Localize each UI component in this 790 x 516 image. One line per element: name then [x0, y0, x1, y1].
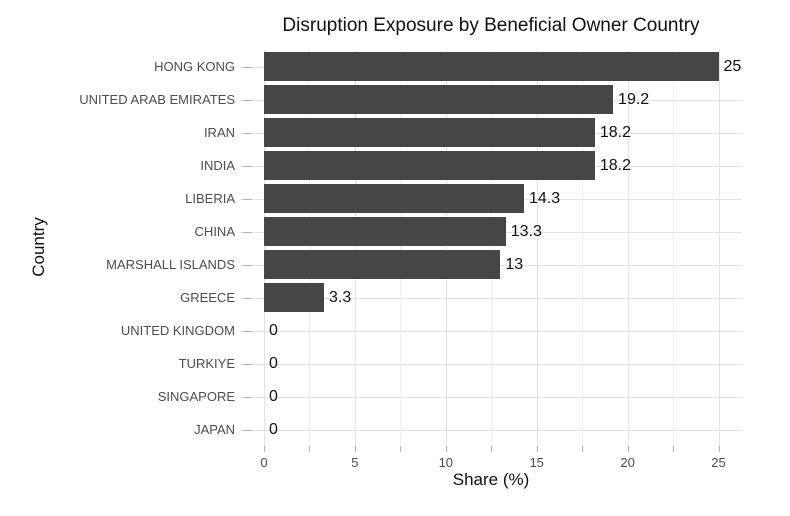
y-axis-tick: [243, 396, 252, 398]
y-axis-label: JAPAN: [194, 421, 235, 437]
gridline-vertical-minor: [491, 50, 493, 446]
y-axis-label: GREECE: [180, 289, 235, 305]
bar: [264, 151, 595, 180]
x-axis-tick-label: 5: [351, 455, 359, 470]
bar-value-label: 0: [269, 420, 278, 438]
x-axis-tick: [400, 446, 402, 452]
y-axis-tick: [243, 165, 252, 167]
gridline-vertical-minor: [673, 50, 675, 446]
bar-value-label: 0: [269, 321, 278, 339]
y-axis-tick: [243, 429, 252, 431]
bar: [264, 118, 595, 147]
y-axis-label: LIBERIA: [185, 190, 235, 206]
y-axis-tick: [243, 330, 252, 332]
x-axis-tick-label: 0: [260, 455, 268, 470]
gridline-horizontal: [240, 396, 742, 398]
x-axis-tick: [354, 446, 356, 452]
x-axis-tick: [673, 446, 675, 452]
bar-value-label: 0: [269, 354, 278, 372]
y-axis-tick: [243, 363, 252, 365]
x-axis-tick: [536, 446, 538, 452]
y-axis-label: SINGAPORE: [157, 388, 235, 404]
y-axis-label: IRAN: [203, 124, 235, 140]
plot-panel: 25 19.2 18.2 18.2 14.3 13.3 13 3.3 0 0 0 0: [240, 50, 742, 446]
bar: [264, 217, 506, 246]
y-axis-label: HONG KONG: [154, 58, 235, 74]
bar: [264, 250, 501, 279]
bar: [264, 85, 614, 114]
y-axis-tick: [243, 99, 252, 101]
bar-value-label: 19.2: [618, 90, 650, 108]
x-axis-tick-label: 20: [620, 455, 635, 470]
y-axis-tick: [243, 198, 252, 200]
x-axis-tick: [445, 446, 447, 452]
x-axis-tick: [264, 446, 265, 452]
gridline-vertical-minor: [400, 50, 402, 446]
y-axis-tick: [243, 231, 252, 233]
x-axis-tick: [491, 446, 493, 452]
gridline-vertical-major: [718, 50, 720, 446]
bar: [264, 283, 324, 312]
bar-value-label: 18.2: [599, 156, 632, 174]
bar-value-label: 25: [723, 57, 742, 75]
y-axis-label: UNITED ARAB EMIRATES: [79, 91, 235, 107]
y-axis-label: INDIA: [200, 157, 235, 173]
bar-value-label: 3.3: [328, 288, 352, 306]
gridline-horizontal: [240, 363, 742, 365]
bar: [264, 184, 524, 213]
y-axis-tick: [243, 66, 252, 68]
gridline-horizontal: [240, 429, 742, 431]
y-axis-label: CHINA: [194, 223, 235, 239]
y-axis-label: MARSHALL ISLANDS: [106, 256, 235, 272]
x-axis-tick-label: 25: [711, 455, 726, 470]
gridline-horizontal: [240, 330, 742, 332]
gridline-vertical-major: [264, 50, 265, 446]
y-axis-tick: [243, 297, 252, 299]
gridline-horizontal: [240, 297, 742, 299]
y-axis-label: UNITED KINGDOM: [120, 322, 235, 338]
gridline-vertical-major: [354, 50, 356, 446]
gridline-vertical-major: [536, 50, 538, 446]
bar-value-label: 18.2: [599, 123, 632, 141]
x-axis-tick: [718, 446, 720, 452]
gridline-vertical-major: [627, 50, 629, 446]
bar-value-label: 0: [269, 387, 278, 405]
gridline-vertical-minor: [309, 50, 311, 446]
bar: [264, 52, 719, 81]
bar-value-label: 13: [505, 255, 524, 273]
x-axis-tick: [309, 446, 311, 452]
x-axis-tick-label: 15: [529, 455, 544, 470]
y-axis-tick: [243, 264, 252, 266]
chart-title: Disruption Exposure by Beneficial Owner …: [282, 15, 700, 36]
bar-value-label: 14.3: [528, 189, 561, 207]
y-axis-label: TURKIYE: [178, 355, 235, 371]
x-axis-tick-label: 10: [438, 455, 454, 470]
bar-value-label: 13.3: [510, 222, 542, 240]
x-axis-title: Share (%): [452, 470, 530, 489]
gridline-vertical-major: [445, 50, 447, 446]
x-axis-tick: [627, 446, 629, 452]
gridline-vertical-minor: [582, 50, 584, 446]
y-axis-tick: [243, 132, 252, 134]
x-axis-tick: [582, 446, 584, 452]
